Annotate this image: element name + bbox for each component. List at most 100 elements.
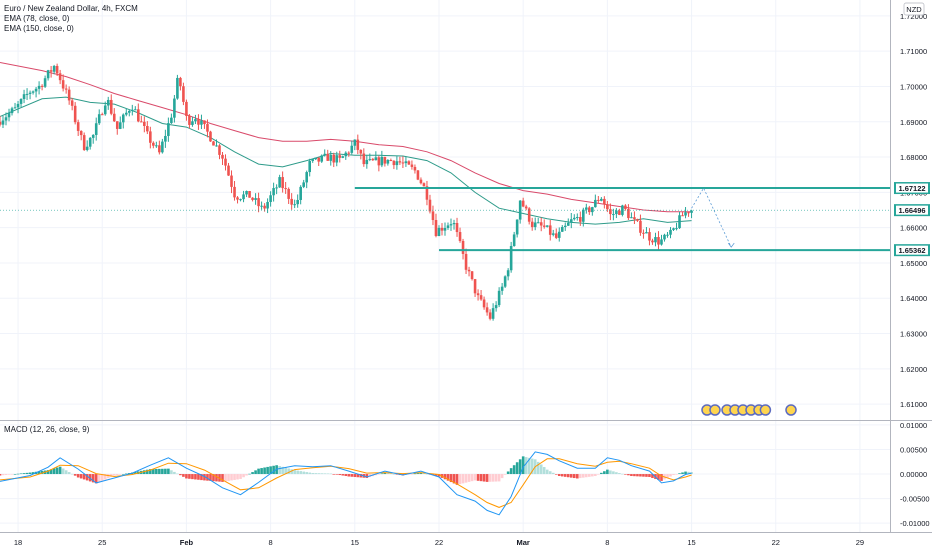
candle-down — [206, 119, 209, 138]
candle-down — [58, 69, 62, 85]
macd-histogram-bar — [642, 474, 645, 477]
macd-histogram-bar — [512, 465, 516, 475]
candle-body — [560, 226, 564, 232]
candle-down — [597, 196, 600, 204]
macd-histogram-bar — [76, 474, 80, 478]
candle-body — [636, 219, 639, 221]
macd-histogram-bar — [284, 467, 287, 475]
macd-histogram-bar — [182, 474, 185, 477]
macd-histogram-bar — [173, 471, 176, 475]
candle-body — [476, 293, 480, 296]
candle-down — [377, 155, 381, 172]
price-tick-label: 1.65000 — [900, 259, 927, 268]
candle-up — [4, 112, 8, 126]
candle-body — [554, 233, 558, 238]
macd-title[interactable]: MACD (12, 26, close, 9) — [4, 425, 90, 434]
candle-body — [350, 145, 354, 153]
candle-up — [563, 222, 567, 231]
macd-histogram-bar — [506, 471, 510, 475]
macd-histogram-bar — [455, 474, 459, 485]
macd-histogram-bar — [79, 474, 83, 479]
candle-body — [485, 307, 489, 313]
macd-histogram-bar — [296, 470, 299, 475]
macd-histogram-bar — [290, 469, 293, 475]
candle-body — [227, 165, 230, 176]
projection-arrowhead — [727, 242, 735, 248]
macd-histogram-bar — [121, 474, 125, 475]
macd-histogram-bar — [185, 474, 188, 479]
symbol-title[interactable]: Euro / New Zealand Dollar, 4h, FXCM — [4, 4, 138, 13]
candle-up — [545, 225, 549, 228]
candle-down — [55, 63, 59, 77]
macd-histogram-bar — [560, 474, 564, 477]
candle-body — [615, 210, 618, 215]
macd-histogram-bar — [470, 474, 474, 482]
macd-histogram-bar — [660, 474, 663, 481]
candle-down — [554, 228, 558, 240]
macd-histogram-bar — [687, 471, 690, 475]
candle-body — [67, 89, 71, 101]
macd-histogram-bar — [287, 468, 290, 475]
candle-down — [143, 116, 146, 133]
macd-histogram-bar — [630, 474, 633, 477]
candle-body — [588, 207, 591, 213]
candle-down — [542, 219, 546, 229]
macd-histogram-bar — [112, 474, 116, 476]
macd-histogram-bar — [248, 473, 251, 475]
macd-histogram-bar — [600, 472, 603, 475]
candle-body — [624, 205, 627, 209]
price-label-inner — [896, 205, 928, 215]
candle-body — [500, 286, 504, 291]
candle-body — [482, 299, 486, 308]
candle-body — [76, 122, 80, 131]
candle-up — [121, 113, 125, 129]
candle-up — [566, 218, 570, 227]
currency-badge-label: NZD — [906, 5, 922, 14]
candle-down — [158, 140, 161, 155]
candle-down — [230, 170, 233, 194]
macd-histogram-bar — [97, 474, 101, 483]
candle-body — [639, 220, 642, 233]
macd-histogram-bar — [509, 468, 513, 475]
candle-down — [79, 130, 83, 141]
macd-histogram-bar — [350, 474, 354, 477]
macd-histogram-bar — [25, 472, 29, 475]
projection-arrow[interactable] — [691, 187, 735, 248]
candle-up — [404, 156, 408, 167]
candle-down — [61, 74, 65, 92]
candle-body — [651, 240, 654, 243]
economic-events-icons[interactable] — [701, 404, 797, 416]
horizontal-levels[interactable] — [0, 187, 890, 252]
macd-histogram-bar — [410, 474, 414, 475]
candle-down — [476, 289, 480, 301]
candle-down — [248, 190, 251, 198]
candle-body — [467, 269, 471, 272]
candle-body — [491, 308, 495, 319]
candle-down — [371, 157, 375, 161]
candle-up — [19, 98, 23, 108]
price-label-text: 1.67122 — [898, 184, 925, 193]
ema150-legend[interactable]: EMA (150, close, 0) — [4, 24, 74, 33]
macd-histogram-bar — [230, 474, 233, 481]
candle-up — [305, 170, 308, 189]
candle-body — [645, 232, 648, 234]
price-label-inner — [896, 183, 928, 193]
candle-up — [13, 102, 17, 109]
candle-up — [91, 134, 95, 144]
candle-body — [173, 98, 176, 118]
candle-body — [260, 205, 263, 207]
candle-body — [642, 232, 645, 234]
candle-down — [618, 208, 621, 216]
candle-up — [1, 115, 5, 129]
candle-body — [200, 120, 203, 125]
candle-body — [37, 85, 41, 89]
candle-up — [437, 225, 441, 237]
candle-body — [518, 200, 522, 220]
ema78-legend[interactable]: EMA (78, close, 0) — [4, 14, 70, 23]
macd-histogram-bar — [329, 473, 333, 475]
candle-body — [161, 141, 164, 153]
price-tick-label: 1.68000 — [900, 153, 927, 162]
macd-histogram-bar — [344, 474, 348, 477]
candle-up — [575, 213, 579, 221]
